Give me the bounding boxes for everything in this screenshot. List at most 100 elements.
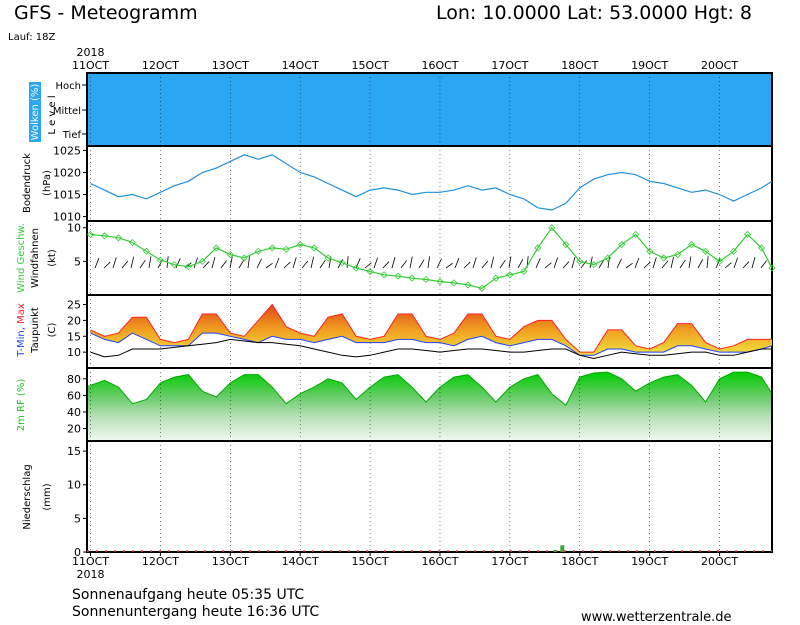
y-tick-label: 15 [67,330,81,343]
y-tick-label: 1015 [53,189,81,202]
wind-speed-point [366,267,374,276]
wind-speed-point [520,267,528,276]
y-tick-label: 40 [67,406,81,419]
wind-speed-point [590,261,598,269]
wind-barb [742,261,750,269]
wind-barb [445,262,453,269]
humidity-label: 2m RF (%) [16,379,27,432]
wind-speed-point [324,254,332,262]
x-tick-label-top: 15OCT [352,59,389,72]
wind-barb [661,260,669,269]
y-tick-label: 0 [74,546,81,559]
wind-speed-point [450,279,458,287]
pressure-panel: 1010 1015 1020 1025 Bodendruck (hPa) [22,144,773,224]
humidity-panel: 20 40 60 80 2m RF (%) [16,367,773,442]
wind-barb [229,256,233,269]
wind-speed-point [436,277,444,286]
wind-barb [697,258,704,269]
level-label: Hoch [56,81,81,92]
wind-barb [103,261,111,269]
wind-barb [652,257,657,269]
dewpoint-line [90,338,772,360]
wind-speed-point [464,281,472,289]
year-label-bottom: 2018 [76,568,104,581]
wind-barb [553,257,559,269]
tmin-line [90,332,773,356]
wind-panel: 5 10 Wind Geschw. Windfahnen (kt) [16,220,776,296]
wind-barb [265,262,273,269]
sky-background [87,73,772,146]
wind-barb [94,257,100,269]
wind-barb [463,261,471,269]
wind-barb [211,256,216,269]
y-tick-label: 20 [67,423,81,436]
precipitation-unit-label: (mm) [42,483,53,510]
x-tick-label-top: 17OCT [491,59,528,72]
wind-barb [130,256,135,269]
wind-speed-point [562,240,570,249]
wind-barb [427,256,430,269]
wind-barb [472,257,477,269]
wind-barb [283,261,291,269]
wind-barb [319,259,326,269]
wind-speed-point [296,240,304,249]
y-tick-label: 5 [74,512,81,525]
dewpoint-label: Taupunkt [30,307,41,354]
x-tick-label-bottom: 17OCT [491,555,528,568]
wind-barb [112,257,117,269]
site-credit: www.wetterzentrale.de [581,610,732,625]
pressure-frame [86,145,773,222]
wind-barb [562,261,570,269]
wind-speed-point [170,261,178,269]
wind-unit-label: (kt) [47,249,58,267]
wind-speed-point [478,284,486,292]
wind-speed-point [114,234,123,242]
y-tick-label: 60 [67,389,81,402]
wind-barb [508,256,512,269]
pressure-unit-label: (hPa) [42,170,53,196]
wind-speed-point [380,271,388,279]
wind-barb [760,260,767,269]
wind-speed-point [646,247,654,255]
wind-barb [310,256,315,269]
temperature-band [90,304,772,356]
precipitation-label: Niederschlag [22,464,33,529]
x-tick-label-bottom: 14OCT [282,555,319,568]
wind-barb [688,256,692,269]
wind-speed-point [604,254,612,262]
temperature-panel: 10 15 20 25 T-Min, Max Taupunkt (C) [16,294,773,369]
model-run-label: Lauf: 18Z [8,32,56,43]
wind-barb [436,258,442,269]
x-tick-label-top: 14OCT [282,59,319,72]
x-tick-label-top: 18OCT [561,59,598,72]
precip-bar [560,545,565,552]
y-tick-label: 10 [67,346,81,359]
x-tick-label-top: 12OCT [142,59,179,72]
temperature-label: T-Min, Max [16,303,27,358]
wind-barb [202,261,210,269]
wind-barb [625,262,633,269]
y-tick-label: 10 [67,479,81,492]
wind-speed-point [100,232,109,240]
wind-barb [301,260,309,269]
wind-barb [391,256,396,269]
x-tick-label-top: 11OCT [72,59,109,72]
wind-barb [679,259,686,269]
sunrise-text: Sonnenaufgang heute 05:35 UTC [72,587,305,603]
wind-barb [409,256,413,269]
level-axis-label: L e v e l [47,95,58,134]
pressure-label: Bodendruck [22,153,33,213]
temperature-unit-label: (C) [47,323,58,338]
wind-barb [256,258,262,269]
y-tick-label: 20 [67,314,81,327]
wind-speed-point [156,256,164,264]
y-tick-label: 80 [67,373,81,386]
wind-barb [220,260,227,269]
wind-speed-point [674,251,682,259]
year-label-top: 2018 [76,46,104,59]
wind-speed-point [743,230,752,239]
wind-barb [418,259,425,269]
wind-barb [400,260,407,269]
x-tick-label-bottom: 16OCT [421,555,458,568]
